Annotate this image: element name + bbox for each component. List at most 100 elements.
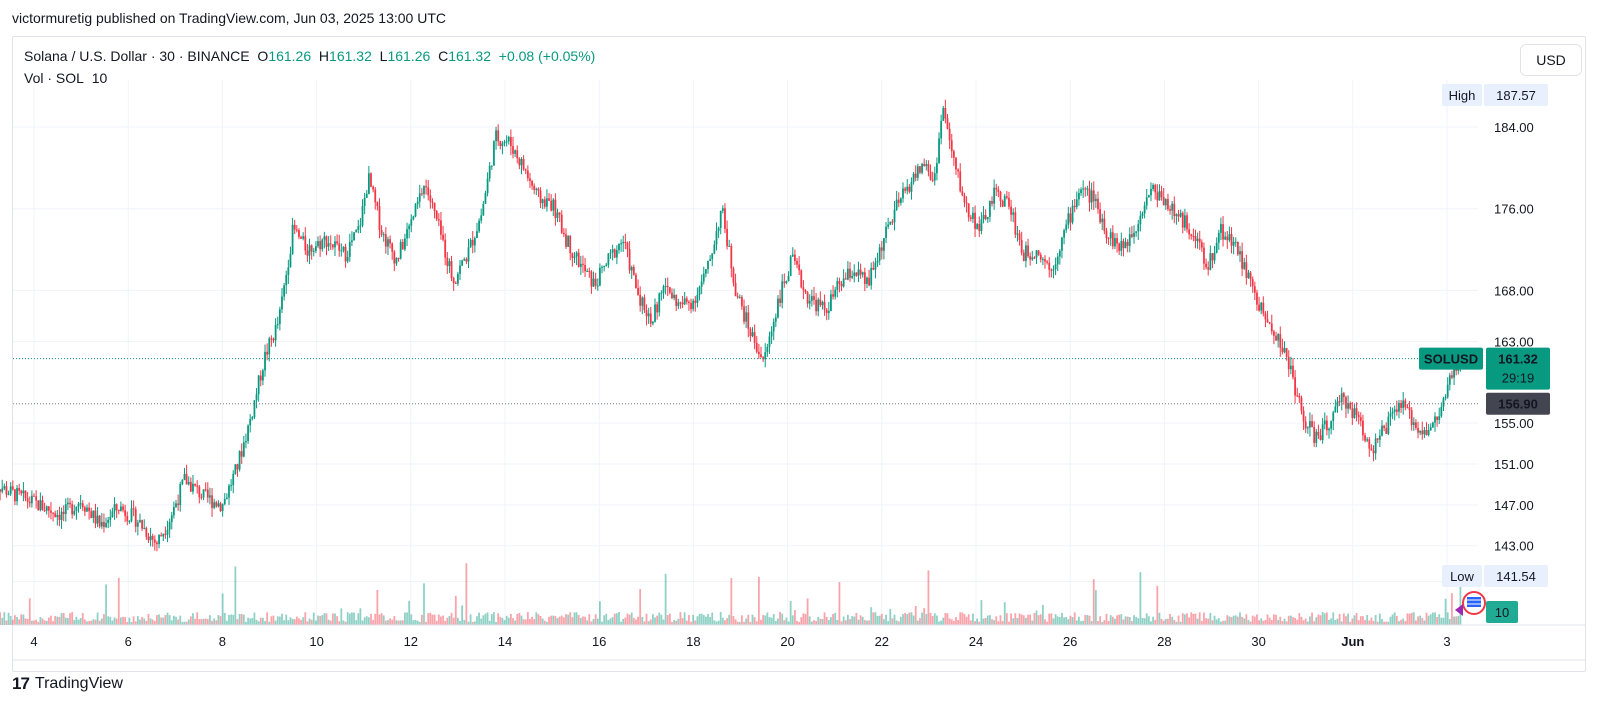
candle — [431, 198, 434, 209]
volume-bar — [54, 615, 57, 625]
volume-bar — [679, 612, 682, 625]
svg-text:156.90: 156.90 — [1498, 397, 1538, 412]
candle — [675, 294, 678, 312]
candle — [1349, 401, 1352, 410]
candle — [96, 507, 99, 528]
candle — [100, 513, 103, 529]
volume-bar — [1270, 620, 1273, 625]
low-value-badge: 141.54 — [1484, 565, 1548, 587]
volume-bar — [1332, 612, 1335, 625]
volume-bar — [493, 612, 495, 625]
volume-bar — [838, 582, 841, 625]
x-tick-label: Jun — [1341, 634, 1364, 649]
volume-bar — [1071, 617, 1074, 625]
volume-bar — [187, 619, 190, 625]
candle — [1425, 422, 1428, 436]
volume-bar — [414, 619, 417, 625]
volume-bar — [1099, 616, 1102, 625]
volume-bar — [1213, 615, 1216, 625]
volume-bar — [268, 621, 271, 625]
candle — [772, 318, 775, 341]
event-flag-icon[interactable] — [1455, 591, 1486, 616]
volume-bar — [916, 620, 919, 625]
volume-bar — [781, 613, 784, 625]
volume-bar — [338, 621, 341, 625]
candle — [238, 450, 241, 472]
close-label: C — [438, 48, 449, 64]
candle — [613, 248, 616, 259]
volume-bar — [762, 614, 765, 625]
candle — [185, 464, 188, 485]
candle — [1014, 207, 1017, 239]
volume-bar — [955, 616, 957, 625]
candle — [139, 513, 141, 523]
candle — [331, 244, 334, 250]
candle — [880, 240, 883, 260]
volume-bar — [7, 612, 10, 625]
candle — [925, 160, 928, 171]
volume-bar — [1234, 615, 1237, 625]
volume-bar — [921, 612, 923, 625]
volume-bar — [206, 619, 209, 625]
candle — [1033, 256, 1036, 260]
candle — [1175, 213, 1178, 225]
candle — [26, 491, 29, 509]
candle — [768, 331, 771, 355]
volume-bar — [1400, 619, 1402, 625]
candle — [863, 267, 866, 292]
candle — [666, 277, 669, 297]
volume-bar — [1150, 621, 1152, 625]
candle — [991, 196, 993, 207]
candle — [1385, 422, 1388, 435]
candle — [531, 179, 533, 190]
currency-button[interactable]: USD — [1520, 44, 1582, 76]
volume-bar — [361, 620, 364, 625]
volume-bar — [635, 619, 637, 625]
candle — [378, 198, 381, 239]
volume-bar — [1423, 620, 1426, 625]
volume-bar — [1147, 616, 1150, 625]
candle — [1332, 410, 1335, 431]
volume-bar — [1061, 612, 1063, 625]
candle — [1351, 401, 1354, 425]
candle — [1109, 228, 1112, 246]
volume-bar — [520, 615, 523, 625]
candle — [1192, 228, 1195, 242]
volume-bar — [965, 616, 968, 625]
volume-bar — [109, 616, 112, 625]
volume-bar — [825, 616, 828, 625]
volume-bar — [147, 613, 150, 625]
candle — [336, 234, 338, 246]
tradingview-logo[interactable]: 17 TradingView — [12, 674, 123, 694]
x-tick-label: 12 — [404, 634, 418, 649]
volume-bar — [168, 615, 171, 625]
candle — [1330, 420, 1333, 435]
volume-bar — [1, 617, 4, 625]
candle — [58, 506, 61, 527]
volume-bar — [933, 613, 936, 625]
candle — [414, 202, 417, 218]
candle — [751, 327, 754, 338]
x-tick-label: 10 — [309, 634, 323, 649]
volume-bar — [1141, 617, 1144, 625]
x-tick-label: 4 — [30, 634, 37, 649]
volume-bar — [700, 613, 703, 625]
candle — [1122, 238, 1125, 257]
volume-bar — [1279, 616, 1282, 625]
volume-bar — [181, 621, 184, 625]
volume-bar — [240, 613, 243, 625]
candle — [304, 227, 307, 255]
candle — [575, 251, 578, 266]
candle — [7, 490, 10, 496]
volume-bar — [105, 584, 107, 625]
candle — [440, 211, 442, 240]
volume-bar — [1391, 614, 1394, 625]
volume-bar — [594, 614, 597, 625]
candle — [1046, 260, 1049, 265]
candle — [1005, 190, 1008, 200]
candle — [1236, 241, 1239, 256]
volume-bar — [698, 613, 701, 625]
volume-bar — [1408, 613, 1411, 625]
candle — [493, 140, 495, 166]
